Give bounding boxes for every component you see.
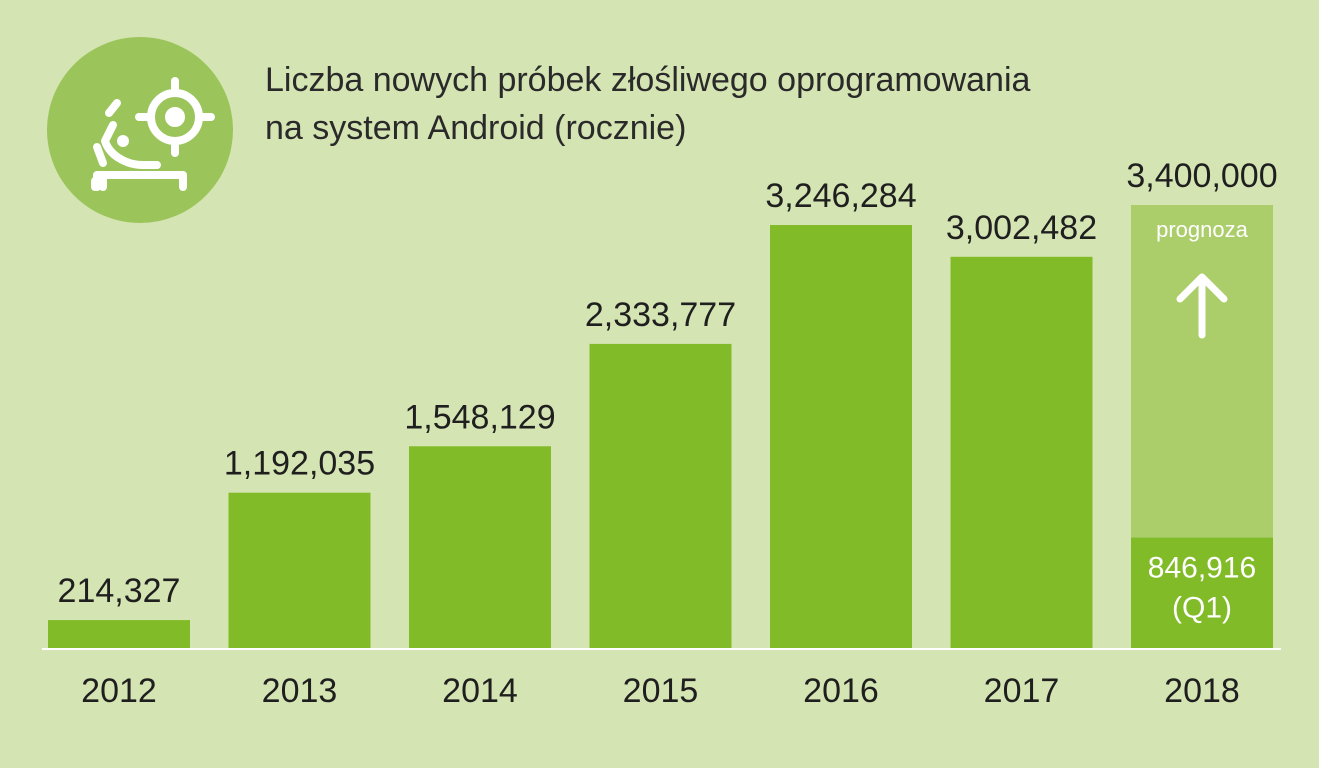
x-tick-label-2016: 2016 [803, 672, 879, 710]
chart-title-line-2: na system Android (rocznie) [265, 109, 687, 147]
x-tick-label-2014: 2014 [442, 672, 518, 710]
value-label-suffix-2018: (Q1) [1172, 592, 1232, 625]
value-label-2017: 3,002,482 [946, 209, 1097, 247]
bar-2015 [589, 343, 732, 648]
bar-2017 [950, 256, 1093, 648]
x-tick-label-2018: 2018 [1164, 672, 1240, 710]
x-tick-label-2013: 2013 [262, 672, 338, 710]
value-label-2018: 846,916 [1148, 552, 1256, 585]
chart-title: Liczba nowych próbek złośliwego oprogram… [265, 56, 1265, 152]
forecast-value-label-2018: 3,400,000 [1126, 157, 1277, 195]
bar-2013 [228, 492, 371, 648]
bar-2014 [409, 446, 551, 648]
bar-2018 [1131, 537, 1273, 648]
value-label-2012: 214,327 [58, 572, 181, 610]
forecast-label: prognoza [1156, 217, 1249, 242]
value-label-2013: 1,192,035 [224, 445, 375, 483]
bar-2012 [48, 620, 190, 648]
android-target-icon [47, 37, 233, 223]
value-label-2015: 2,333,777 [585, 296, 736, 334]
value-label-2014: 1,548,129 [404, 398, 555, 436]
bar-2016 [770, 225, 912, 648]
x-tick-label-2017: 2017 [984, 672, 1060, 710]
x-tick-label-2015: 2015 [623, 672, 699, 710]
value-label-2016: 3,246,284 [765, 177, 916, 215]
x-tick-label-2012: 2012 [81, 672, 157, 710]
chart-title-line-1: Liczba nowych próbek złośliwego oprogram… [265, 61, 1031, 99]
arrow-up-icon [1176, 273, 1228, 339]
